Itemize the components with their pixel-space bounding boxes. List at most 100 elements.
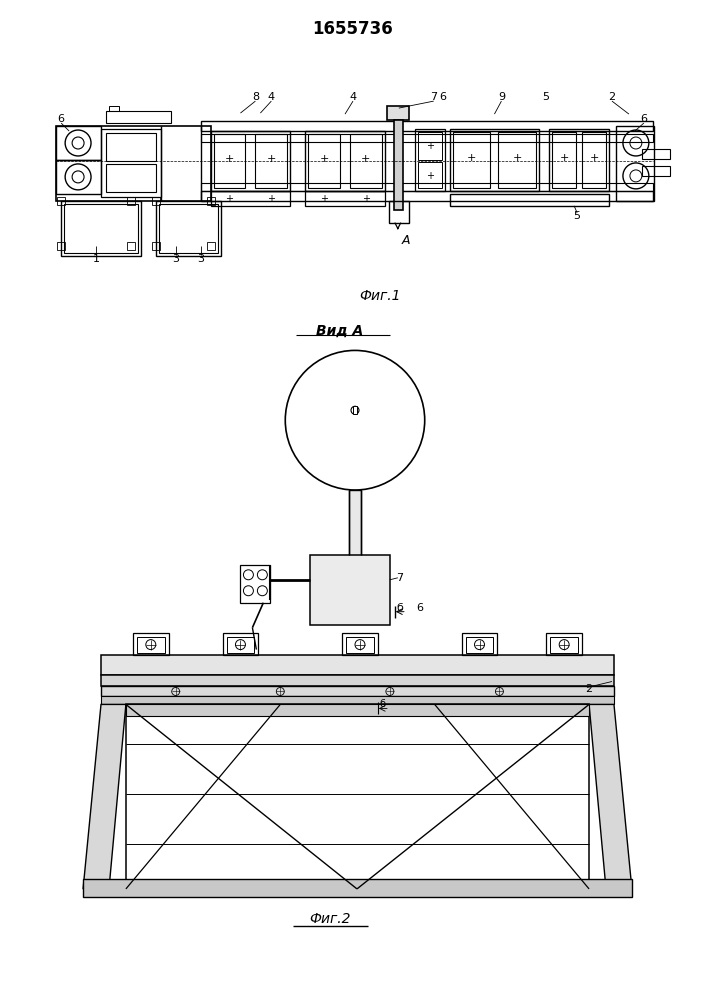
Bar bbox=[64, 204, 138, 253]
Bar bbox=[152, 197, 160, 205]
Bar bbox=[211, 131, 291, 191]
Text: +: + bbox=[426, 171, 433, 181]
Text: б: б bbox=[397, 603, 403, 613]
Text: 4: 4 bbox=[268, 92, 275, 102]
Bar bbox=[83, 879, 632, 897]
Bar bbox=[616, 126, 654, 201]
Bar bbox=[152, 242, 160, 250]
Bar bbox=[310, 555, 390, 625]
Bar bbox=[57, 197, 65, 205]
Bar bbox=[552, 132, 576, 188]
Text: +: + bbox=[320, 154, 329, 164]
Bar bbox=[101, 686, 614, 696]
Bar bbox=[56, 126, 101, 160]
Bar bbox=[106, 111, 170, 123]
Bar bbox=[109, 106, 119, 111]
Text: 8: 8 bbox=[252, 92, 259, 102]
Bar bbox=[418, 162, 442, 188]
Bar bbox=[127, 197, 135, 205]
Bar bbox=[582, 132, 606, 188]
Text: +: + bbox=[226, 194, 233, 204]
Bar bbox=[305, 131, 385, 191]
Text: +: + bbox=[267, 194, 275, 204]
Bar bbox=[61, 201, 141, 256]
Text: 1: 1 bbox=[93, 254, 100, 264]
Bar bbox=[415, 129, 445, 191]
Text: 7: 7 bbox=[430, 92, 437, 102]
Text: 2: 2 bbox=[609, 92, 616, 102]
Text: 7: 7 bbox=[396, 573, 404, 583]
Bar bbox=[387, 106, 409, 120]
Bar bbox=[308, 134, 340, 188]
Bar bbox=[389, 201, 409, 223]
Bar bbox=[549, 129, 609, 191]
Bar bbox=[206, 242, 214, 250]
Text: 5: 5 bbox=[573, 211, 580, 221]
Text: 6: 6 bbox=[439, 92, 446, 102]
Text: +: + bbox=[467, 153, 477, 163]
Text: 5: 5 bbox=[542, 92, 549, 102]
Polygon shape bbox=[589, 704, 632, 889]
Bar bbox=[101, 675, 614, 686]
Bar bbox=[106, 164, 156, 192]
Text: 9: 9 bbox=[498, 92, 505, 102]
Text: Фиг.2: Фиг.2 bbox=[310, 912, 351, 926]
Bar bbox=[418, 132, 442, 160]
Bar bbox=[353, 406, 357, 414]
Bar bbox=[101, 655, 614, 675]
Text: 3: 3 bbox=[197, 254, 204, 264]
Text: +: + bbox=[320, 194, 328, 204]
Bar bbox=[223, 633, 258, 655]
Text: +: + bbox=[362, 194, 370, 204]
Bar bbox=[206, 197, 214, 205]
Bar bbox=[498, 132, 537, 188]
Bar bbox=[106, 133, 156, 161]
Bar bbox=[57, 242, 65, 250]
Bar bbox=[101, 129, 160, 197]
Bar bbox=[211, 191, 291, 206]
Bar bbox=[642, 149, 670, 159]
Bar bbox=[349, 490, 361, 585]
Bar bbox=[201, 183, 653, 191]
Bar bbox=[465, 637, 493, 653]
Bar bbox=[350, 134, 382, 188]
Bar bbox=[450, 129, 539, 191]
Bar bbox=[214, 134, 245, 188]
Text: 2: 2 bbox=[585, 684, 592, 694]
Bar bbox=[462, 633, 498, 655]
Polygon shape bbox=[83, 704, 126, 889]
Bar bbox=[201, 191, 653, 201]
Text: 6: 6 bbox=[641, 114, 648, 124]
Bar bbox=[56, 160, 101, 194]
Bar bbox=[56, 126, 211, 201]
Bar bbox=[156, 201, 221, 256]
Bar bbox=[342, 633, 378, 655]
Text: Фиг.1: Фиг.1 bbox=[359, 289, 401, 303]
Bar bbox=[159, 204, 218, 253]
Text: 3: 3 bbox=[173, 254, 179, 264]
Bar bbox=[394, 120, 403, 210]
Text: Вид A: Вид A bbox=[317, 323, 363, 337]
Bar bbox=[201, 121, 653, 131]
Text: A: A bbox=[402, 234, 410, 247]
Text: 6: 6 bbox=[58, 114, 64, 124]
Bar bbox=[452, 132, 491, 188]
Bar bbox=[346, 637, 374, 653]
Bar bbox=[226, 637, 255, 653]
Bar bbox=[127, 242, 135, 250]
Bar bbox=[450, 194, 609, 206]
Bar bbox=[126, 704, 589, 716]
Bar bbox=[101, 696, 614, 704]
Text: +: + bbox=[559, 153, 569, 163]
Bar bbox=[305, 191, 385, 206]
Text: +: + bbox=[513, 153, 522, 163]
Text: 4: 4 bbox=[349, 92, 356, 102]
Text: 1655736: 1655736 bbox=[312, 20, 393, 38]
Bar bbox=[642, 166, 670, 176]
Bar bbox=[137, 637, 165, 653]
Bar bbox=[201, 134, 653, 142]
Bar bbox=[255, 134, 287, 188]
Bar bbox=[547, 633, 582, 655]
Text: +: + bbox=[267, 154, 276, 164]
Text: +: + bbox=[590, 153, 599, 163]
